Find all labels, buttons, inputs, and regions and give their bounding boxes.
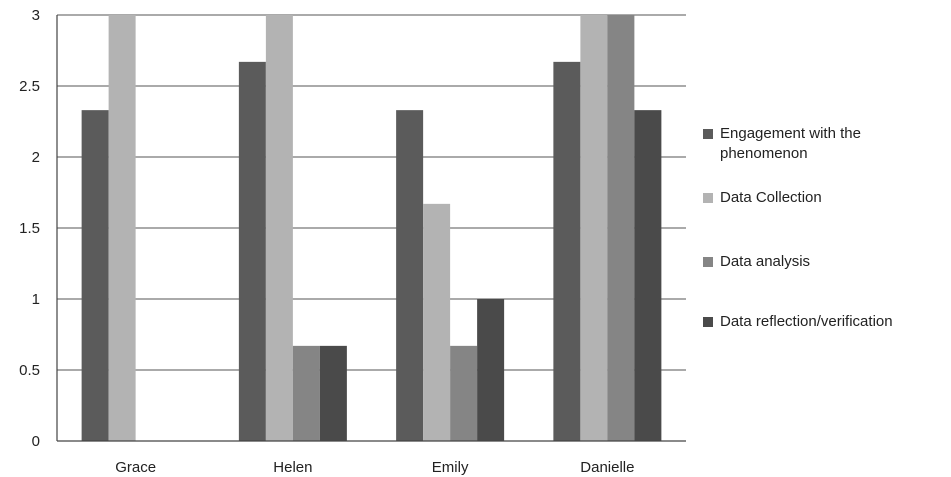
x-tick-label: Helen xyxy=(273,459,312,476)
legend-swatch-data-collection xyxy=(703,193,713,203)
bar-helen-series-0 xyxy=(238,61,266,442)
bar-danielle-series-0 xyxy=(553,61,581,442)
legend-item-data-reflection: Data reflection/verification xyxy=(703,312,950,332)
y-tick-label: 2.5 xyxy=(19,78,40,95)
legend-swatch-data-reflection xyxy=(703,317,713,327)
y-tick-label: 0.5 xyxy=(19,362,40,379)
x-tick-label: Emily xyxy=(432,459,469,476)
y-tick-label: 1 xyxy=(32,291,40,308)
bar-danielle-series-3 xyxy=(634,110,662,441)
bar-emily-series-1 xyxy=(423,203,451,441)
bar-grace-series-0 xyxy=(81,110,109,441)
bar-helen-series-1 xyxy=(265,15,293,441)
legend-item-engagement: Engagement with the phenomenon xyxy=(703,124,950,164)
legend-label-data-reflection: Data reflection/verification xyxy=(720,313,893,330)
legend-item-data-analysis: Data analysis xyxy=(703,252,950,272)
bar-chart: 0 0.5 1 1.5 2 2.5 3 Grace Helen Emily Danielle xyxy=(19,7,686,476)
bars xyxy=(81,15,662,442)
legend-label-engagement: Engagement with the phenomenon xyxy=(720,125,861,162)
x-tick-label: Grace xyxy=(115,459,156,476)
y-tick-label: 1.5 xyxy=(19,220,40,237)
axes: 0 0.5 1 1.5 2 2.5 3 Grace Helen Emily Danielle xyxy=(19,7,686,476)
legend-swatch-data-analysis xyxy=(703,257,713,267)
legend-swatch-engagement xyxy=(703,129,713,139)
bar-emily-series-3 xyxy=(477,299,505,441)
bar-helen-series-2 xyxy=(292,345,320,441)
bar-emily-series-2 xyxy=(450,345,478,441)
legend-item-data-collection: Data Collection xyxy=(703,188,950,208)
y-tick-label: 0 xyxy=(32,433,40,450)
bar-grace-series-1 xyxy=(108,15,136,441)
bar-emily-series-0 xyxy=(396,110,424,441)
x-tick-label: Danielle xyxy=(580,459,634,476)
bar-danielle-series-2 xyxy=(607,15,635,441)
legend-label-data-analysis: Data analysis xyxy=(720,253,811,270)
y-tick-label: 3 xyxy=(32,7,40,24)
y-tick-label: 2 xyxy=(32,149,40,166)
legend-label-data-collection: Data Collection xyxy=(720,189,822,206)
bar-danielle-series-1 xyxy=(580,15,608,441)
bar-helen-series-3 xyxy=(319,345,347,441)
